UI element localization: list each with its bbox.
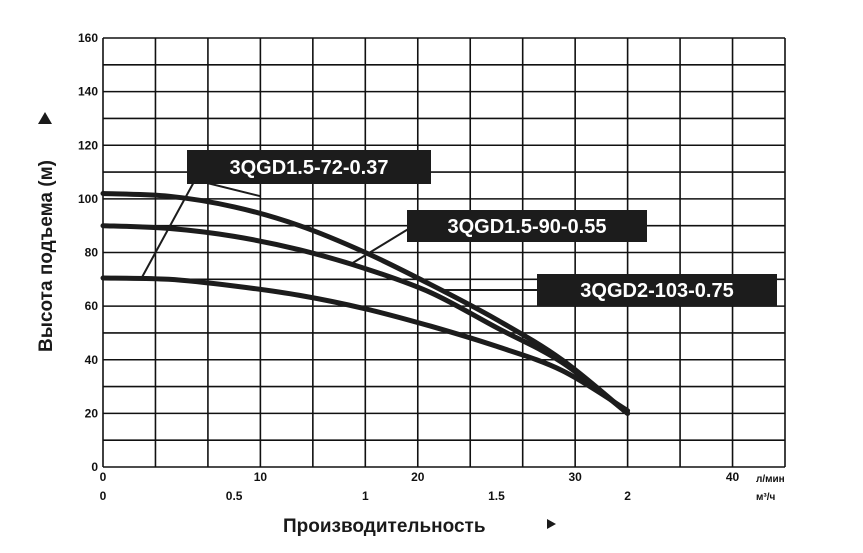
x-tick-label-lmin: 10	[254, 470, 268, 484]
series-label: 3QGD1.5-90-0.55	[448, 216, 607, 238]
y-tick-label: 160	[78, 31, 98, 45]
grid	[102, 37, 786, 468]
y-axis-title: Высота подъема (м)	[36, 160, 57, 352]
series-label-box	[187, 150, 431, 184]
y-tick-label: 20	[85, 406, 99, 420]
x-unit-lmin: л/мин	[756, 474, 785, 485]
leader-line	[351, 227, 411, 265]
y-axis-ticks: 0 20 40 60 80 100 120 140 160	[78, 31, 98, 474]
x-tick-label-m3h: 1.5	[488, 489, 505, 503]
x-tick-label-m3h: 0.5	[226, 489, 243, 503]
x-tick-label-lmin: 20	[411, 470, 425, 484]
y-tick-label: 100	[78, 192, 98, 206]
y-tick-label: 0	[91, 460, 98, 474]
x-tick-label-lmin: 30	[568, 470, 582, 484]
x-tick-label-lmin: 0	[100, 470, 107, 484]
y-tick-label: 120	[78, 138, 98, 152]
x-tick-label-m3h: 2	[624, 489, 631, 503]
series-labels: 3QGD1.5-72-0.37 3QGD1.5-90-0.55 3QGD2-103-…	[141, 150, 777, 306]
y-axis-arrow-icon	[38, 112, 52, 124]
series-label: 3QGD2-103-0.75	[580, 280, 733, 302]
pump-curve-line	[100, 275, 631, 414]
y-tick-label: 40	[85, 353, 99, 367]
series-label: 3QGD1.5-72-0.37	[230, 157, 389, 179]
x-tick-label-lmin: 40	[726, 470, 740, 484]
y-tick-label: 60	[85, 299, 99, 313]
pump-curve-line	[100, 223, 631, 416]
pump-curve-line	[100, 191, 631, 416]
x-tick-label-m3h: 1	[362, 489, 369, 503]
series-label-box	[537, 274, 777, 306]
pump-curves	[100, 191, 631, 416]
x-axis-title: Производительность	[283, 516, 486, 537]
y-tick-label: 80	[85, 246, 99, 260]
x-axis-arrow-icon	[547, 519, 556, 529]
x-tick-label-m3h: 0	[100, 489, 107, 503]
x-unit-m3h: м³/ч	[756, 492, 776, 503]
x-axis-ticks: 0 0.5 1 1.5 20 10 20 30 40	[100, 470, 740, 503]
y-tick-label: 140	[78, 85, 98, 99]
leader-line	[141, 179, 196, 278]
series-label-box	[407, 210, 647, 242]
